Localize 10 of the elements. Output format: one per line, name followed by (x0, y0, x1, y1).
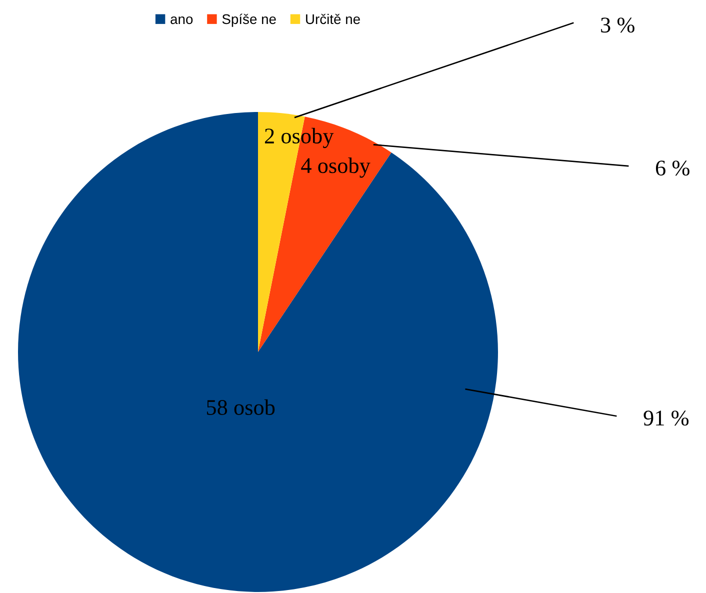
text: 6 % (656, 160, 690, 176)
text: 91 % (644, 410, 689, 426)
pie-slice (258, 116, 392, 352)
data-label: 58 osob (206, 399, 275, 415)
data-label: 4 osoby (301, 158, 370, 178)
pie-slice (18, 112, 498, 592)
legend-label: ano (170, 16, 193, 24)
legend-label: Určitě ne (306, 14, 360, 24)
legend-label: Spíše ne (222, 14, 276, 27)
text: 3 % (601, 18, 634, 33)
